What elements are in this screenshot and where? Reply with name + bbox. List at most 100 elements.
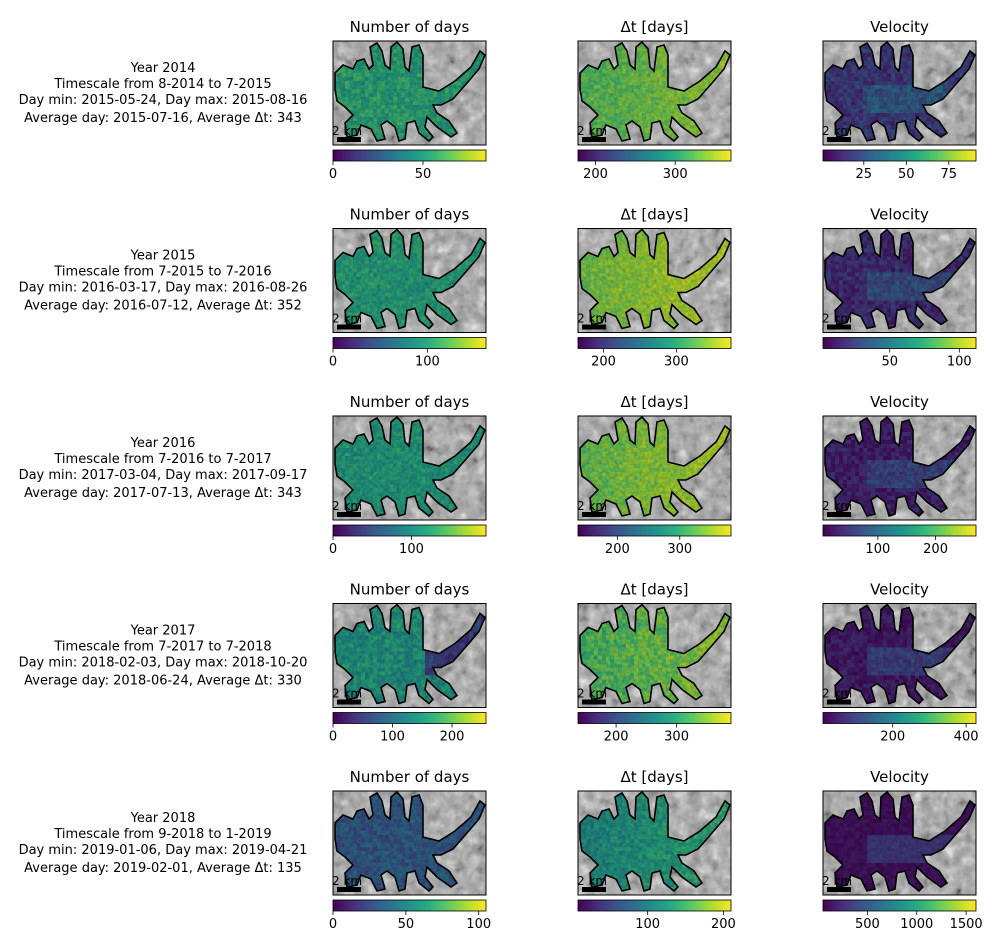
row-day-range: Day min: 2017-03-04, Day max: 2017-09-17: [19, 468, 308, 483]
map-panel-5-1: 2 km: [332, 791, 489, 895]
scale-bar-label: 2 km: [577, 499, 607, 513]
colorbar-3-3: 100 200: [823, 525, 976, 557]
colorbar-tick-label: 0: [329, 355, 337, 370]
colorbar-tick-label: 50: [898, 167, 915, 182]
map-panel-3-3: 2 km: [822, 416, 979, 520]
panel-title: Number of days: [350, 581, 470, 599]
colorbar-gradient: [333, 713, 486, 724]
colorbar-4-3: 200 400: [823, 713, 979, 745]
row-day-range: Day min: 2016-03-17, Day max: 2016-08-26: [19, 281, 308, 296]
scale-bar-label: 2 km: [822, 874, 852, 888]
colorbar-gradient: [823, 900, 976, 911]
map-panel-4-1: 2 km: [332, 604, 489, 708]
colorbar-2-3: 50 100: [823, 338, 976, 370]
colorbar-gradient: [823, 150, 976, 161]
row-timescale: Timescale from 7-2015 to 7-2016: [53, 265, 271, 280]
map-panel-2-2: 2 km: [577, 229, 734, 333]
colorbar-tick-label: 300: [663, 167, 688, 182]
row-day-range: Day min: 2018-02-03, Day max: 2018-10-20: [19, 656, 308, 671]
colorbar-tick-label: 200: [591, 355, 616, 370]
panel-title: Number of days: [350, 18, 470, 36]
row-average: Average day: 2019-02-01, Average Δt: 135: [24, 861, 302, 876]
row-timescale: Timescale from 8-2014 to 7-2015: [53, 77, 271, 92]
map-panel-2-3: 2 km: [822, 229, 979, 333]
colorbar-tick-label: 100: [947, 355, 972, 370]
colorbar-tick-label: 200: [711, 917, 736, 932]
colorbar-3-2: 200 300: [578, 525, 731, 557]
panel-title: Δt [days]: [620, 18, 688, 36]
colorbar-tick-label: 100: [415, 355, 440, 370]
colorbar-gradient: [578, 338, 731, 349]
colorbar-tick-label: 1500: [950, 917, 983, 932]
colorbar-tick-label: 100: [466, 917, 491, 932]
colorbar-gradient: [333, 525, 486, 536]
row-day-range: Day min: 2019-01-06, Day max: 2019-04-21: [19, 843, 308, 858]
colorbar-tick-label: 100: [865, 542, 890, 557]
colorbar-5-2: 100 200: [578, 900, 736, 932]
colorbar-gradient: [578, 713, 731, 724]
panel-title: Number of days: [350, 768, 470, 786]
panel-title: Δt [days]: [620, 581, 688, 599]
colorbar-1-2: 200 300: [578, 150, 731, 182]
colorbar-gradient: [578, 900, 731, 911]
scale-bar-label: 2 km: [332, 874, 362, 888]
colorbar-gradient: [823, 338, 976, 349]
colorbar-gradient: [823, 713, 976, 724]
colorbar-tick-label: 0: [329, 730, 337, 745]
map-panel-1-2: 2 km: [577, 41, 734, 145]
row-year: Year 2014: [130, 61, 196, 76]
colorbar-tick-label: 50: [881, 355, 898, 370]
colorbar-1-1: 0 50: [329, 150, 486, 182]
panel-title: Δt [days]: [620, 206, 688, 224]
map-panel-4-3: 2 km: [822, 604, 979, 708]
map-panel-2-1: 2 km: [332, 229, 489, 333]
colorbar-tick-label: 75: [941, 167, 958, 182]
panel-title: Number of days: [350, 393, 470, 411]
colorbar-gradient: [823, 525, 976, 536]
scale-bar-label: 2 km: [577, 874, 607, 888]
panel-title: Velocity: [870, 581, 929, 599]
scale-bar-label: 2 km: [332, 687, 362, 701]
colorbar-tick-label: 300: [667, 542, 692, 557]
scale-bar-label: 2 km: [577, 124, 607, 138]
row-timescale: Timescale from 7-2017 to 7-2018: [53, 640, 271, 655]
panel-title: Δt [days]: [620, 393, 688, 411]
map-panel-1-1: 2 km: [332, 41, 489, 145]
panel-title: Δt [days]: [620, 768, 688, 786]
colorbar-2-1: 0 100: [329, 338, 486, 370]
colorbar-tick-label: 100: [635, 917, 660, 932]
scale-bar-label: 2 km: [822, 312, 852, 326]
scale-bar-label: 2 km: [332, 124, 362, 138]
row-timescale: Timescale from 9-2018 to 1-2019: [53, 827, 271, 842]
scale-bar-label: 2 km: [822, 687, 852, 701]
colorbar-gradient: [333, 150, 486, 161]
scale-bar-label: 2 km: [577, 687, 607, 701]
colorbar-tick-label: 100: [380, 730, 405, 745]
row-average: Average day: 2018-06-24, Average Δt: 330: [24, 674, 302, 689]
colorbar-gradient: [578, 525, 731, 536]
colorbar-tick-label: 400: [954, 730, 979, 745]
row-year: Year 2015: [130, 249, 196, 264]
row-average: Average day: 2017-07-13, Average Δt: 343: [24, 486, 302, 501]
map-panel-5-3: 2 km: [822, 791, 979, 895]
map-panel-5-2: 2 km: [577, 791, 734, 895]
row-year: Year 2016: [130, 436, 196, 451]
colorbar-2-2: 200 300: [578, 338, 731, 370]
row-average: Average day: 2015-07-16, Average Δt: 343: [24, 111, 302, 126]
scale-bar-label: 2 km: [822, 499, 852, 513]
colorbar-4-1: 0 100 200: [329, 713, 486, 745]
colorbar-tick-label: 200: [880, 730, 905, 745]
row-info-2: Year 2015Timescale from 7-2015 to 7-2016…: [19, 249, 308, 314]
colorbar-tick-label: 200: [583, 167, 608, 182]
colorbar-tick-label: 25: [856, 167, 873, 182]
colorbar-tick-label: 0: [329, 917, 337, 932]
map-panel-4-2: 2 km: [577, 604, 734, 708]
panel-title: Velocity: [870, 18, 929, 36]
row-year: Year 2018: [130, 811, 196, 826]
scale-bar-label: 2 km: [332, 312, 362, 326]
scale-bar-label: 2 km: [577, 312, 607, 326]
map-panel-1-3: 2 km: [822, 41, 979, 145]
map-panel-3-1: 2 km: [332, 416, 489, 520]
